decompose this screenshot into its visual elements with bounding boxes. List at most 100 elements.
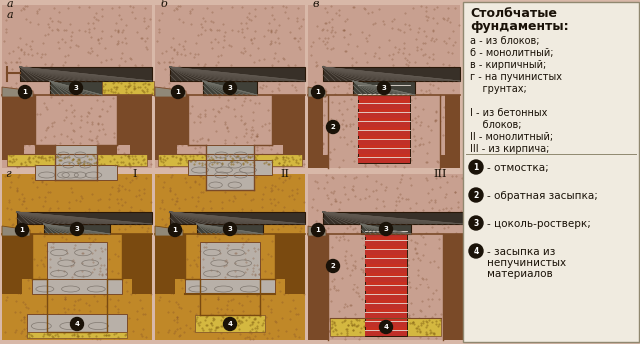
Circle shape [70,223,83,236]
Text: 2: 2 [331,124,335,130]
Circle shape [326,120,339,133]
Text: 4: 4 [474,247,479,256]
Bar [358,139,410,145]
Bar [328,234,443,284]
Text: III - из кирпича;: III - из кирпича; [470,144,549,154]
Bar [358,157,410,163]
Circle shape [312,86,324,98]
Bar [206,145,254,190]
Bar [55,145,97,180]
Text: фундаменты:: фундаменты: [470,20,568,33]
Text: блоков;: блоков; [470,120,522,130]
Bar [358,81,410,163]
Polygon shape [443,234,463,340]
Bar [361,224,411,234]
Text: 4: 4 [383,324,388,330]
Bar [17,212,152,224]
Bar [358,121,410,127]
Text: б: б [160,0,167,9]
Text: 1: 1 [316,227,321,233]
Bar [35,95,117,145]
Bar [2,174,152,340]
Bar [27,332,127,338]
Bar [170,212,305,224]
Polygon shape [308,226,326,236]
Bar [358,85,410,91]
Circle shape [312,224,324,237]
Bar [102,81,154,95]
Circle shape [469,160,483,174]
Text: - обратная засыпка;: - обратная засыпка; [487,191,598,201]
Text: грунтах;: грунтах; [470,84,527,94]
Bar [203,81,257,95]
Text: I: I [132,169,136,179]
Text: 3: 3 [75,226,79,232]
Bar [358,103,410,109]
Circle shape [19,86,31,98]
Bar [170,67,305,81]
Bar [365,303,407,309]
Bar [323,212,463,224]
Circle shape [380,223,392,236]
Bar [155,174,305,340]
Circle shape [70,82,83,95]
Polygon shape [2,226,30,236]
Bar [358,112,410,118]
Text: 2: 2 [474,191,479,200]
Bar [365,224,407,228]
Bar [32,279,122,294]
Text: 4: 4 [227,321,232,327]
Text: 1: 1 [22,89,28,95]
Bar [365,285,407,291]
Circle shape [223,82,237,95]
Bar [365,312,407,318]
Bar [365,267,407,273]
Circle shape [469,216,483,230]
Text: 1: 1 [175,89,180,95]
Text: в - кирпичный;: в - кирпичный; [470,60,547,70]
Text: 1: 1 [474,162,479,172]
Bar [365,330,407,336]
Bar [195,315,265,332]
Bar [197,224,263,234]
Bar [358,130,410,136]
Polygon shape [35,145,117,180]
Bar [358,81,410,82]
Bar [188,160,272,175]
Polygon shape [308,87,326,97]
Polygon shape [2,95,35,160]
Bar [32,234,122,279]
Bar [328,95,440,155]
Text: г: г [5,169,11,179]
Text: I - из бетонных: I - из бетонных [470,108,547,118]
Polygon shape [2,87,33,97]
Text: 1: 1 [20,227,24,233]
Circle shape [469,244,483,258]
Text: материалов: материалов [487,269,553,279]
Bar [200,242,260,279]
Text: 4: 4 [74,321,79,327]
Text: - цоколь-ростверк;: - цоколь-ростверк; [487,219,591,229]
Polygon shape [272,95,305,160]
Polygon shape [440,95,460,168]
Text: а: а [7,0,13,9]
Bar [20,67,152,81]
Bar [365,321,407,327]
Bar [44,224,110,234]
Polygon shape [308,234,328,340]
Bar [158,154,302,166]
Polygon shape [155,95,188,160]
Bar [365,276,407,282]
Circle shape [168,224,182,237]
Circle shape [223,223,237,236]
Circle shape [326,259,339,272]
Polygon shape [275,234,305,294]
Polygon shape [155,234,185,294]
Bar [155,5,305,168]
Text: 3: 3 [74,85,79,91]
Text: в: в [313,0,319,9]
Circle shape [70,318,83,331]
Circle shape [223,318,237,331]
Polygon shape [308,95,328,168]
Text: - засыпка из: - засыпка из [487,247,556,257]
